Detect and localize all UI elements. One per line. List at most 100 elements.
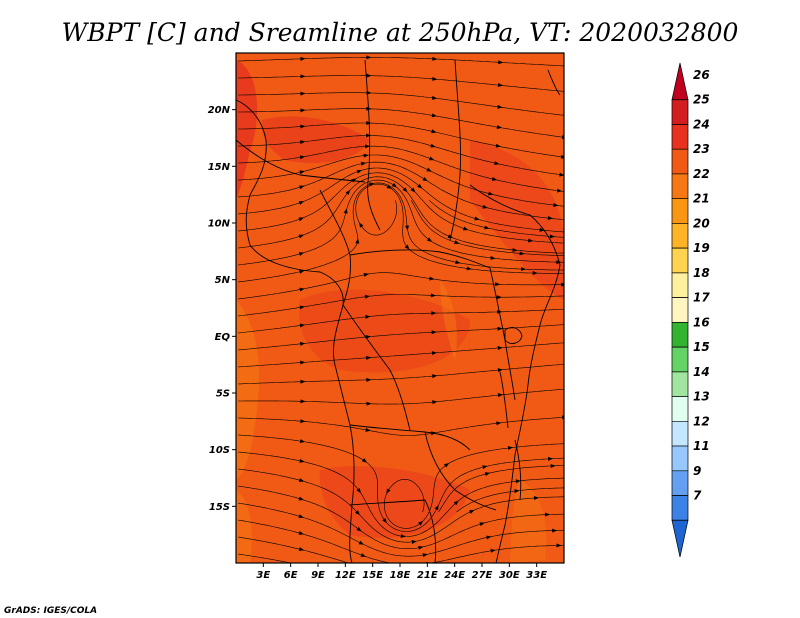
streamline-arrow — [405, 225, 409, 231]
streamline-arrow — [422, 176, 428, 182]
streamline-arrow — [391, 182, 398, 188]
colorbar-swatch-18 — [671, 519, 689, 558]
lon-tick-label-9: 30E — [499, 570, 520, 581]
colorbar-swatch-11 — [671, 346, 689, 373]
streamline-arrow — [298, 217, 304, 222]
streamline-arrow — [432, 374, 438, 379]
streamline-arrow — [298, 234, 305, 239]
streamline-arrow — [299, 458, 305, 463]
patch-warm-north-gulf — [261, 116, 370, 164]
streamline-arrow — [486, 535, 492, 540]
streamline-arrow — [300, 419, 306, 424]
streamline-arrow — [490, 548, 496, 553]
streamline-arrow — [447, 234, 453, 238]
streamline-arrow — [426, 167, 432, 172]
streamline-arrow — [366, 401, 372, 406]
grads-credit: GrADS: IGES/COLA — [4, 606, 97, 616]
streamline-arrow — [528, 238, 534, 243]
colorbar-swatch-2 — [671, 124, 689, 150]
streamline-13 — [237, 182, 564, 283]
border-zambia-zimbabwe — [424, 431, 497, 511]
streamline-21 — [237, 416, 564, 436]
lon-tick-label-7: 24E — [444, 570, 465, 581]
streamline-arrow — [358, 540, 364, 545]
streamline-arrow — [430, 143, 436, 148]
streamline-arrow — [300, 360, 306, 365]
border-congo-drc — [342, 304, 411, 431]
streamline-arrow — [556, 188, 563, 193]
streamline-arrow — [299, 439, 306, 444]
streamline-3 — [238, 108, 564, 138]
streamline-31 — [410, 200, 564, 257]
streamline-arrow — [363, 272, 369, 277]
streamline-arrow — [549, 234, 555, 239]
colorbar-swatch-12 — [671, 371, 689, 397]
colorbar-label-1: 25 — [693, 93, 710, 107]
streamline-arrow — [299, 323, 305, 328]
border-nigeria-cameroon — [319, 189, 351, 306]
lon-tick-label-2: 9E — [311, 570, 325, 581]
streamline-arrow — [410, 187, 416, 193]
streamline-2 — [238, 92, 564, 116]
streamline-25 — [237, 485, 564, 549]
streamline-arrow — [550, 463, 556, 468]
streamline-arrow — [539, 227, 545, 232]
streamline-arrow — [422, 553, 428, 558]
streamline-arrow — [360, 553, 367, 557]
streamline-arrow — [382, 518, 387, 524]
streamline-arrow — [431, 95, 438, 100]
streamline-15 — [237, 294, 564, 317]
streamline-8 — [237, 161, 564, 220]
border-mali-niger — [236, 139, 366, 183]
colorbar-label-5: 21 — [693, 192, 710, 206]
streamline-arrow — [361, 458, 368, 463]
colorbar-label-2: 24 — [693, 118, 710, 132]
streamline-arrow — [417, 183, 423, 189]
streamline-arrow — [431, 113, 437, 118]
streamline-arrow — [474, 216, 480, 221]
streamline-7 — [237, 154, 564, 207]
streamline-arrow — [431, 330, 437, 335]
colorbar-swatch-4 — [671, 173, 689, 200]
streamline-arrow — [443, 463, 450, 468]
streamline-arrow — [556, 260, 562, 265]
streamline-9 — [237, 167, 564, 233]
streamline-arrow — [300, 124, 306, 129]
streamline-arrow — [400, 534, 406, 539]
streamline-arrow — [386, 184, 392, 189]
streamline-arrow — [430, 431, 437, 436]
colorbar-swatch-5 — [671, 198, 689, 224]
streamline-arrow — [430, 293, 436, 298]
streamline-arrow — [298, 201, 305, 205]
streamline-arrow — [356, 169, 363, 174]
country-borders — [236, 59, 561, 563]
streamline-arrow — [432, 76, 438, 81]
streamline-arrow — [466, 266, 472, 271]
streamline-arrow — [552, 528, 558, 533]
longitude-axis: 3E 6E 9E 12E 15E 18E 21E 24E 27E 30E 33E — [256, 563, 547, 581]
colorbar-swatch-8 — [671, 272, 689, 298]
streamline-arrow — [431, 311, 437, 316]
streamline-arrow — [497, 326, 503, 331]
streamline-arrow — [418, 520, 424, 526]
lon-tick-label-6: 21E — [417, 570, 438, 581]
streamline-1 — [238, 75, 564, 92]
streamline-arrow — [365, 314, 371, 319]
streamline-14 — [237, 272, 564, 300]
streamline-arrow — [343, 208, 348, 214]
streamline-arrow — [365, 427, 371, 432]
streamline-arrow — [298, 547, 305, 551]
streamline-arrow — [462, 226, 469, 231]
lat-tick-label-4: EQ — [215, 332, 231, 343]
streamline-arrow — [365, 144, 371, 149]
streamline-arrow — [299, 287, 305, 292]
streamline-17 — [237, 324, 564, 351]
streamline-arrow — [432, 400, 438, 405]
streamline-arrow — [300, 140, 306, 145]
border-namibia-botswana — [349, 499, 437, 563]
chart-title: WBPT [C] and Sreamline at 250hPa, VT: 20… — [62, 18, 739, 47]
streamline-arrow — [491, 176, 498, 181]
colorbar-label-10: 16 — [693, 315, 710, 329]
lat-tick-label-6: 10S — [209, 445, 230, 456]
lon-tick-label-8: 27E — [472, 570, 493, 581]
